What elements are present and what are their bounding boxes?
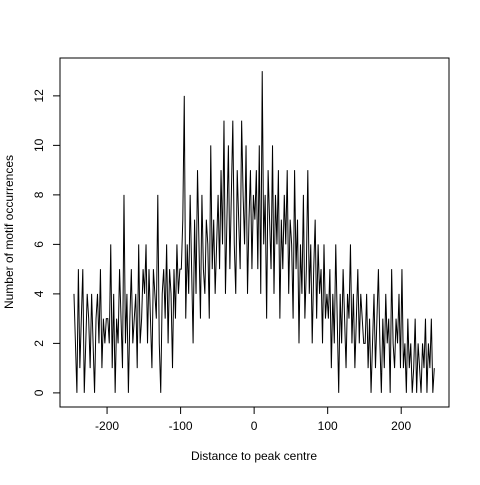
x-axis-label: Distance to peak centre	[191, 449, 317, 463]
y-tick-label: 6	[32, 241, 46, 248]
y-tick-label: 4	[32, 290, 46, 297]
x-tick-label: -200	[95, 419, 119, 433]
x-tick-label: -100	[169, 419, 193, 433]
x-tick-label: 100	[318, 419, 338, 433]
data-line	[73, 71, 435, 393]
y-tick-label: 8	[32, 191, 46, 198]
y-tick-label: 12	[32, 89, 46, 103]
x-tick-label: 200	[391, 419, 411, 433]
x-tick-label: 0	[251, 419, 258, 433]
y-axis-label: Number of motif occurrences	[2, 155, 16, 309]
y-tick-label: 0	[32, 389, 46, 396]
y-tick-label: 2	[32, 340, 46, 347]
y-tick-label: 10	[32, 138, 46, 152]
